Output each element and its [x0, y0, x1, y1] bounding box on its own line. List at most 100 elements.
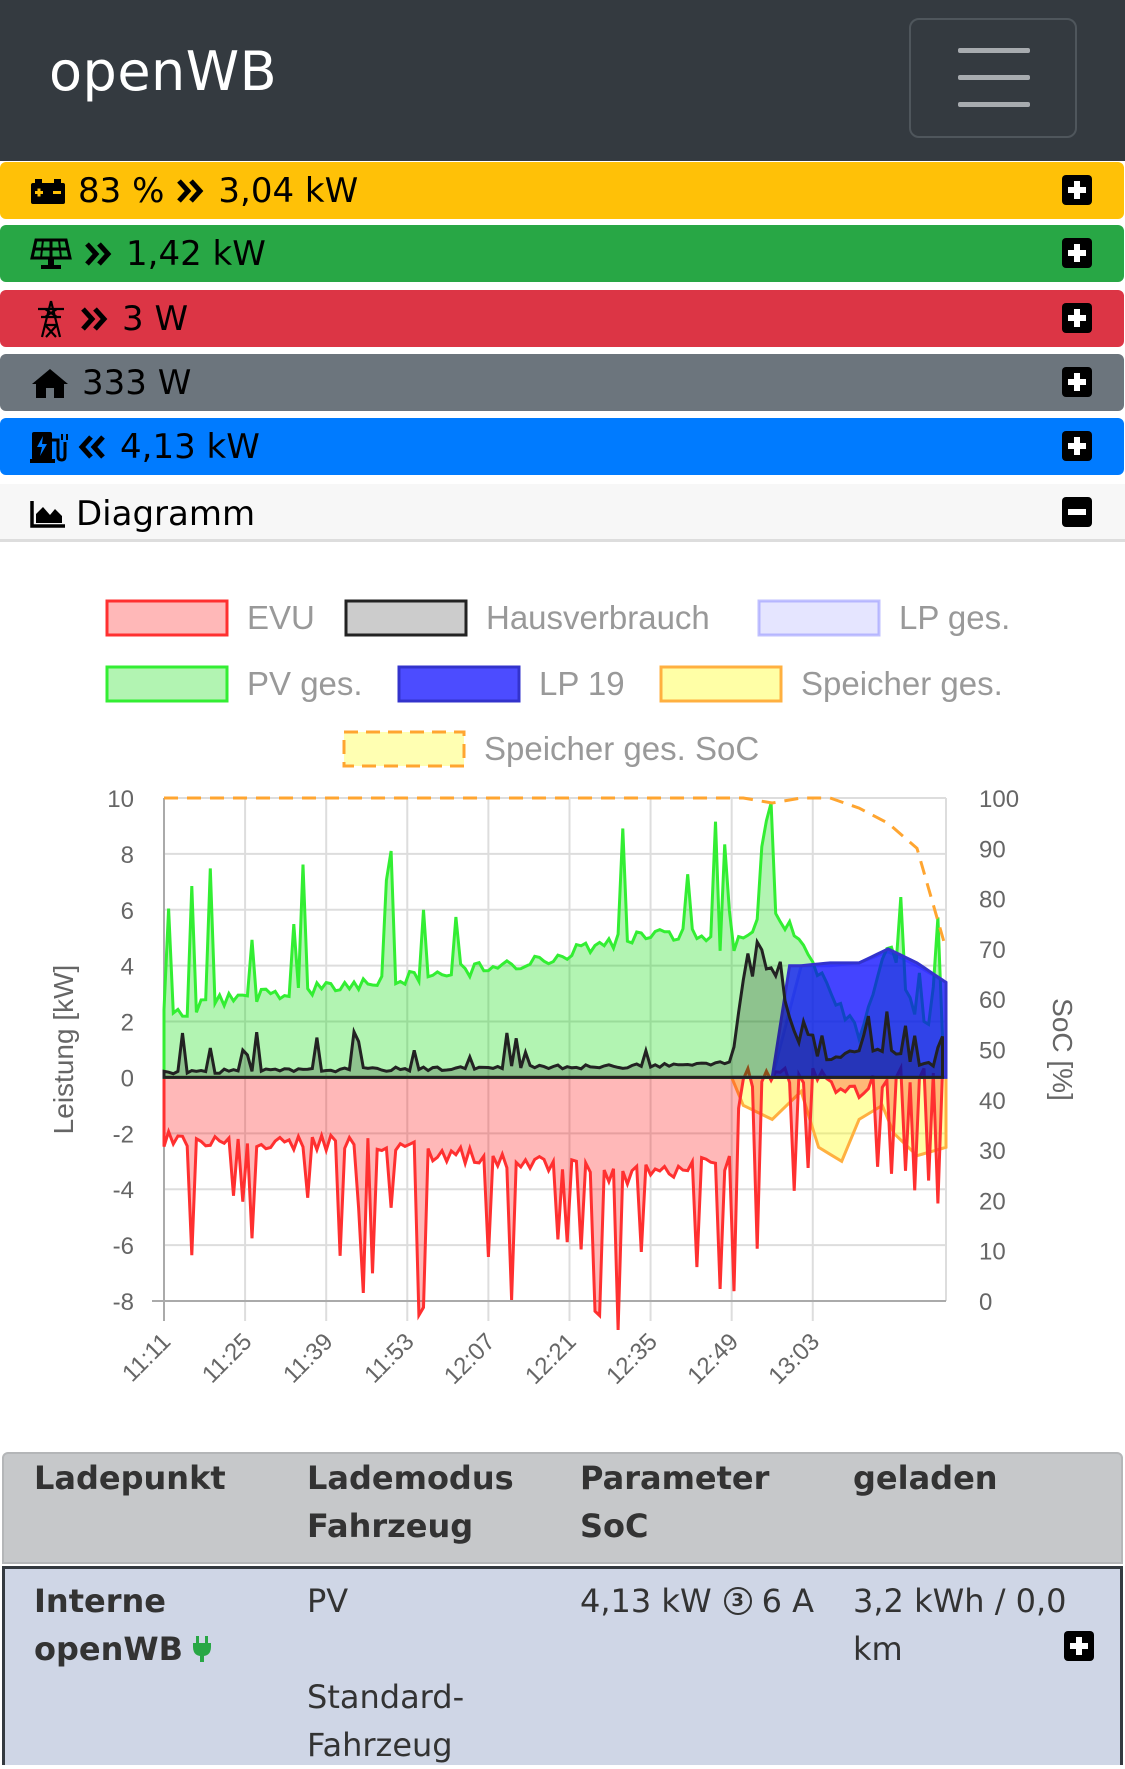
vehicle-line2: Fahrzeug: [307, 1726, 453, 1764]
plug-icon: [193, 1636, 212, 1662]
legend-swatch: [105, 599, 229, 637]
expand-plus-icon[interactable]: [1062, 303, 1092, 333]
charged-line2: km: [853, 1630, 903, 1668]
battery-soc: 83 %: [78, 171, 165, 211]
y-tick-label: -8: [113, 1289, 134, 1316]
legend-label: Hausverbrauch: [486, 599, 710, 636]
x-tick-label: 12:35: [601, 1328, 663, 1390]
collapse-minus-icon[interactable]: [1062, 497, 1092, 527]
series-speicher-ges-: [729, 1075, 948, 1164]
expand-plus-icon[interactable]: [1062, 238, 1092, 268]
solar-panel-icon: [30, 238, 72, 269]
legend-swatch: [757, 599, 881, 637]
vehicle-line1: Standard-: [307, 1678, 465, 1716]
y2-tick-label: 60: [979, 987, 1006, 1014]
charge-point-row[interactable]: Interne openWB PV Standard- Fahrzeug 4,1…: [2, 1566, 1123, 1765]
hamburger-line: [958, 102, 1030, 107]
x-tick-label: 13:03: [763, 1328, 825, 1390]
x-tick-label: 11:11: [117, 1328, 176, 1387]
y-tick-label: 6: [121, 898, 134, 925]
double-chevron-right-icon: [177, 179, 204, 203]
header-geladen: geladen: [853, 1459, 998, 1497]
house-power: 333 W: [82, 363, 192, 403]
charge-power: 4,13 kW: [580, 1582, 712, 1620]
hamburger-line: [958, 48, 1030, 53]
double-chevron-right-icon: [81, 307, 108, 331]
y2-tick-label: 90: [979, 836, 1006, 863]
legend-swatch: [105, 665, 229, 703]
y2-tick-label: 40: [979, 1088, 1006, 1115]
power-pylon-icon: [38, 300, 64, 338]
x-tick-label: 12:07: [439, 1328, 501, 1390]
y-tick-label: 4: [121, 954, 134, 981]
hamburger-line: [958, 75, 1030, 80]
y2-tick-label: 20: [979, 1188, 1006, 1215]
expand-plus-icon[interactable]: [1062, 175, 1092, 205]
charging-power: 4,13 kW: [120, 427, 260, 467]
y-tick-label: 2: [121, 1010, 134, 1037]
x-tick-label: 12:21: [520, 1328, 582, 1390]
header-fahrzeug: Fahrzeug: [307, 1507, 474, 1545]
y-tick-label: -6: [113, 1233, 134, 1260]
menu-toggle-button[interactable]: [909, 18, 1077, 138]
y-tick-label: 8: [121, 842, 134, 869]
charged-line1: 3,2 kWh / 0,0: [853, 1582, 1067, 1620]
y2-tick-label: 70: [979, 937, 1006, 964]
app-title[interactable]: openWB: [49, 40, 278, 103]
header-lademodus: Lademodus: [307, 1459, 514, 1497]
expand-plus-icon[interactable]: [1062, 431, 1092, 461]
charge-point-name-line2-wrap: openWB: [34, 1625, 213, 1673]
legend-label: LP ges.: [899, 599, 1010, 636]
grid-power: 3 W: [122, 299, 189, 339]
legend-swatch: [344, 599, 468, 637]
charge-point-name-line2: openWB: [34, 1630, 184, 1668]
legend-label: LP 19: [539, 665, 625, 702]
x-tick-label: 12:49: [682, 1328, 744, 1390]
legend-swatch: [659, 665, 783, 703]
y2-axis-title: SoC [%]: [1047, 998, 1078, 1101]
y2-tick-label: 50: [979, 1038, 1006, 1065]
diagram-label: Diagramm: [76, 494, 256, 534]
charge-point-name-line1: Interne: [34, 1582, 166, 1620]
y-tick-label: -4: [113, 1177, 134, 1204]
legend-label: EVU: [247, 599, 315, 636]
charge-mode: PV: [307, 1582, 349, 1620]
power-chart: EVU Hausverbrauch LP ges. PV ges. LP 19 Speic…: [3, 545, 1122, 1450]
series-hausverbrauch: [162, 937, 944, 1079]
legend-label: Speicher ges.: [801, 665, 1003, 702]
grid-status-bar[interactable]: 3 W: [0, 290, 1124, 347]
legend-label: Speicher ges. SoC: [484, 730, 759, 767]
battery-status-bar[interactable]: 83 % 3,04 kW: [0, 162, 1124, 219]
house-status-bar[interactable]: 333 W: [0, 354, 1124, 411]
pv-power: 1,42 kW: [126, 234, 266, 274]
battery-icon: [31, 179, 65, 204]
charge-current: 6 A: [761, 1582, 815, 1620]
legend-swatch: [397, 665, 521, 703]
double-chevron-left-icon: [78, 435, 105, 459]
battery-power: 3,04 kW: [218, 171, 359, 211]
y2-tick-label: 0: [979, 1289, 992, 1316]
chart-svg: EVU Hausverbrauch LP ges. PV ges. LP 19 Speic…: [48, 599, 1078, 1390]
expand-plus-icon[interactable]: [1064, 1631, 1094, 1661]
header-soc: SoC: [580, 1507, 649, 1545]
header-ladepunkt: Ladepunkt: [34, 1459, 226, 1497]
y2-tick-label: 10: [979, 1239, 1006, 1266]
charging-status-bar[interactable]: 4,13 kW: [0, 418, 1124, 475]
area-chart-icon: [30, 501, 65, 528]
series-speicher-soc: [164, 796, 948, 950]
diagram-header[interactable]: Diagramm: [0, 484, 1125, 542]
y-axis-title: Leistung [kW]: [48, 965, 79, 1135]
home-icon: [32, 369, 68, 398]
x-tick-label: 11:25: [197, 1328, 257, 1388]
chart-legend: EVU Hausverbrauch LP ges. PV ges. LP 19 Speic…: [105, 599, 1010, 768]
y2-tick-label: 100: [979, 786, 1019, 813]
pv-status-bar[interactable]: 1,42 kW: [0, 225, 1124, 282]
legend-label: PV ges.: [247, 665, 363, 702]
expand-plus-icon[interactable]: [1062, 367, 1092, 397]
y-tick-label: 10: [107, 786, 134, 813]
charging-station-icon: [30, 432, 68, 463]
y2-tick-label: 30: [979, 1138, 1006, 1165]
double-chevron-right-icon: [85, 242, 112, 266]
header-parameter: Parameter: [580, 1459, 770, 1497]
x-tick-label: 11:53: [359, 1328, 419, 1388]
